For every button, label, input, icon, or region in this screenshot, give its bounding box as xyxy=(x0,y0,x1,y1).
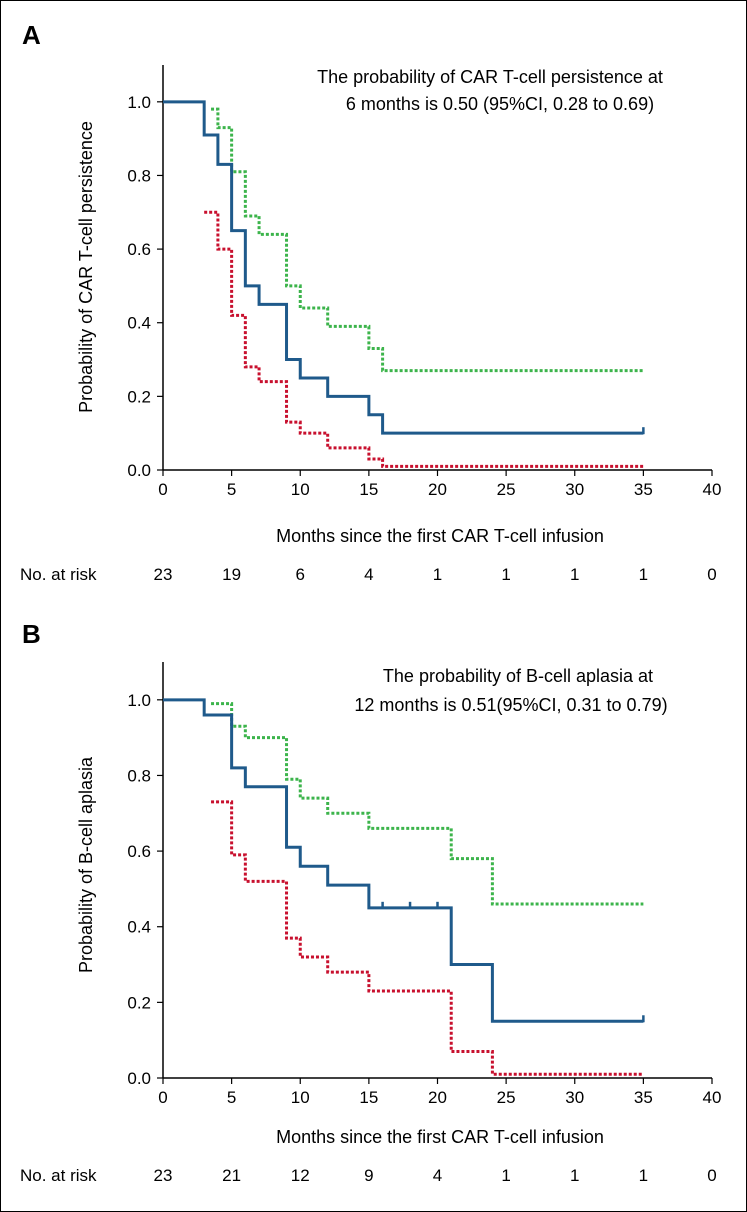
panel-b-risk-label: No. at risk xyxy=(20,1166,97,1185)
panel-b-upper-ci-line xyxy=(211,702,644,906)
panel-b-x-tick-label: 25 xyxy=(497,1088,516,1107)
panel-a-x-tick-label: 10 xyxy=(291,480,310,499)
panel-b-lower-ci-line xyxy=(211,800,644,1076)
panel-a-x-axis-title: Months since the first CAR T-cell infusi… xyxy=(276,526,604,546)
panel-a-estimate-line xyxy=(163,100,644,435)
panel-a-risk-value: 6 xyxy=(296,565,305,584)
panel-b-risk-value: 23 xyxy=(154,1166,173,1185)
panel-b-x-axis-title: Months since the first CAR T-cell infusi… xyxy=(276,1127,604,1147)
panel-b-y-tick-label: 0.2 xyxy=(127,993,151,1012)
panel-b-risk-value: 21 xyxy=(222,1166,241,1185)
panel-b-x-tick-label: 40 xyxy=(703,1088,722,1107)
panel-a-x-tick-label: 5 xyxy=(227,480,236,499)
panel-b-annotation-line2: 12 months is 0.51(95%CI, 0.31 to 0.79) xyxy=(354,695,667,715)
panel-a-risk-label: No. at risk xyxy=(20,565,97,584)
panel-a-x-tick-label: 35 xyxy=(634,480,653,499)
panel-a-y-tick-label: 0.4 xyxy=(127,314,151,333)
panel-b-label: B xyxy=(22,619,41,649)
panel-b-x-tick-label: 35 xyxy=(634,1088,653,1107)
panel-b-risk-value: 1 xyxy=(570,1166,579,1185)
panel-a-x-tick-label: 30 xyxy=(565,480,584,499)
panel-a: A The probability of CAR T-cell persiste… xyxy=(20,20,721,584)
panel-a-annotation-line1: The probability of CAR T-cell persistenc… xyxy=(317,67,663,87)
panel-a-risk-value: 1 xyxy=(639,565,648,584)
panel-a-risk-value: 1 xyxy=(433,565,442,584)
panel-b-risk-value: 4 xyxy=(433,1166,442,1185)
panel-b-x-tick-label: 20 xyxy=(428,1088,447,1107)
panel-b-x-tick-label: 10 xyxy=(291,1088,310,1107)
panel-a-y-tick-label: 0.8 xyxy=(127,166,151,185)
panel-a-plot-area: 0 23 5 19 10 6 15 4 20 1 25 1 30 1 35 1 40 0 0.0 0.2 0.4 0.6 0… xyxy=(127,65,721,584)
panel-a-x-tick-label: 0 xyxy=(158,480,167,499)
panel-a-y-tick-label: 0.0 xyxy=(127,461,151,480)
panel-b-risk-value: 1 xyxy=(639,1166,648,1185)
panel-a-y-tick-label: 0.2 xyxy=(127,387,151,406)
panel-b-estimate-line xyxy=(163,698,644,1023)
panel-b-y-tick-label: 0.8 xyxy=(127,766,151,785)
panel-a-risk-value: 1 xyxy=(570,565,579,584)
panel-b-y-tick-label: 0.6 xyxy=(127,842,151,861)
panel-b-x-tick-label: 15 xyxy=(359,1088,378,1107)
panel-b-plot-area: 0 23 5 21 10 12 15 9 20 4 25 1 30 1 35 1 40 0 0.0 0.2 0.4 0.6… xyxy=(127,662,721,1185)
panel-b-x-tick-label: 30 xyxy=(565,1088,584,1107)
panel-b-y-axis-title: Probability of B-cell aplasia xyxy=(76,756,96,973)
panel-b-risk-value: 1 xyxy=(501,1166,510,1185)
panel-b-y-tick-label: 0.0 xyxy=(127,1069,151,1088)
panel-a-risk-value: 1 xyxy=(501,565,510,584)
panel-a-upper-ci-line xyxy=(211,107,644,373)
panel-a-risk-value: 4 xyxy=(364,565,373,584)
panel-a-annotation-line2: 6 months is 0.50 (95%CI, 0.28 to 0.69) xyxy=(346,94,654,114)
panel-b-x-tick-label: 0 xyxy=(158,1088,167,1107)
panel-a-x-tick-label: 20 xyxy=(428,480,447,499)
panel-b-y-tick-label: 1.0 xyxy=(127,691,151,710)
panel-b: B The probability of B-cell aplasia at 1… xyxy=(20,619,721,1185)
panel-b-x-tick-label: 5 xyxy=(227,1088,236,1107)
panel-b-y-tick-label: 0.4 xyxy=(127,918,151,937)
panel-a-x-tick-label: 40 xyxy=(703,480,722,499)
panel-a-x-tick-label: 15 xyxy=(359,480,378,499)
panel-b-annotation-line1: The probability of B-cell aplasia at xyxy=(383,666,653,686)
panel-a-y-tick-label: 1.0 xyxy=(127,93,151,112)
panel-b-risk-value: 12 xyxy=(291,1166,310,1185)
panel-a-risk-value: 0 xyxy=(707,565,716,584)
panel-a-y-axis-title: Probability of CAR T-cell persistence xyxy=(76,121,96,413)
panel-a-x-tick-label: 25 xyxy=(497,480,516,499)
panel-a-label: A xyxy=(22,20,41,50)
panel-a-risk-value: 23 xyxy=(154,565,173,584)
panel-b-risk-value: 0 xyxy=(707,1166,716,1185)
panel-a-risk-value: 19 xyxy=(222,565,241,584)
panel-b-risk-value: 9 xyxy=(364,1166,373,1185)
panel-a-y-tick-label: 0.6 xyxy=(127,240,151,259)
panel-a-lower-ci-line xyxy=(204,210,644,468)
